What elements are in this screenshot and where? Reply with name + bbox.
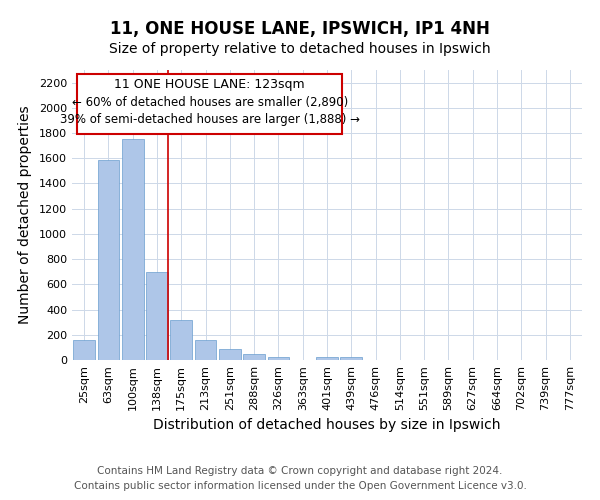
Text: 39% of semi-detached houses are larger (1,888) →: 39% of semi-detached houses are larger (… (60, 113, 360, 126)
Text: Contains HM Land Registry data © Crown copyright and database right 2024.: Contains HM Land Registry data © Crown c… (97, 466, 503, 476)
Bar (316, 358, 338, 360)
FancyBboxPatch shape (77, 74, 342, 134)
Bar (243, 354, 265, 360)
Text: Size of property relative to detached houses in Ipswich: Size of property relative to detached ho… (109, 42, 491, 56)
Bar (97, 160, 119, 360)
Bar (268, 357, 289, 360)
Bar (146, 272, 168, 360)
Bar (194, 340, 217, 360)
Text: Contains public sector information licensed under the Open Government Licence v3: Contains public sector information licen… (74, 481, 526, 491)
Text: 11, ONE HOUSE LANE, IPSWICH, IP1 4NH: 11, ONE HOUSE LANE, IPSWICH, IP1 4NH (110, 20, 490, 38)
Y-axis label: Number of detached properties: Number of detached properties (18, 106, 32, 324)
X-axis label: Distribution of detached houses by size in Ipswich: Distribution of detached houses by size … (153, 418, 501, 432)
Text: 11 ONE HOUSE LANE: 123sqm: 11 ONE HOUSE LANE: 123sqm (115, 78, 305, 91)
Bar (219, 350, 241, 360)
Bar (73, 340, 95, 360)
Bar (122, 140, 143, 360)
Bar (340, 358, 362, 360)
Text: ← 60% of detached houses are smaller (2,890): ← 60% of detached houses are smaller (2,… (71, 96, 348, 109)
Bar (170, 320, 192, 360)
